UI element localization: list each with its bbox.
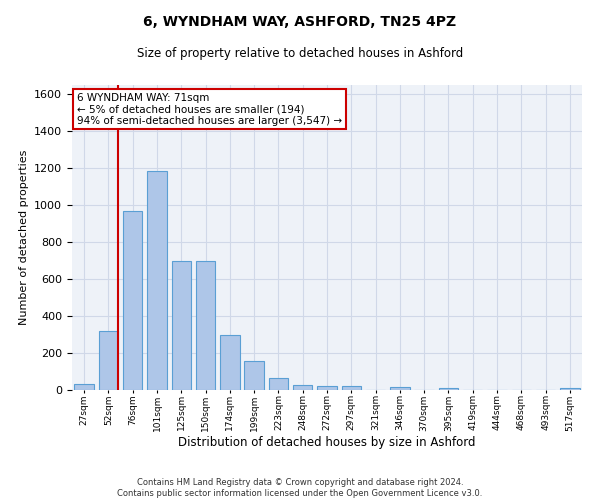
Bar [99,331,118,390]
Text: Contains HM Land Registry data © Crown copyright and database right 2024.
Contai: Contains HM Land Registry data © Crown c… [118,478,482,498]
Bar [244,362,264,390]
Bar [560,388,580,390]
Bar [341,386,361,390]
Bar [439,388,458,390]
Bar [123,210,142,390]
Bar [220,334,239,390]
Bar [172,260,191,390]
X-axis label: Distribution of detached houses by size in Ashford: Distribution of detached houses by size … [178,436,476,449]
Y-axis label: Number of detached properties: Number of detached properties [19,150,29,325]
Text: 6 WYNDHAM WAY: 71sqm
← 5% of detached houses are smaller (194)
94% of semi-detac: 6 WYNDHAM WAY: 71sqm ← 5% of detached ho… [77,92,342,126]
Bar [293,386,313,390]
Text: 6, WYNDHAM WAY, ASHFORD, TN25 4PZ: 6, WYNDHAM WAY, ASHFORD, TN25 4PZ [143,15,457,29]
Text: Size of property relative to detached houses in Ashford: Size of property relative to detached ho… [137,48,463,60]
Bar [196,260,215,390]
Bar [390,387,410,390]
Bar [147,171,167,390]
Bar [269,378,288,390]
Bar [74,384,94,390]
Bar [317,386,337,390]
